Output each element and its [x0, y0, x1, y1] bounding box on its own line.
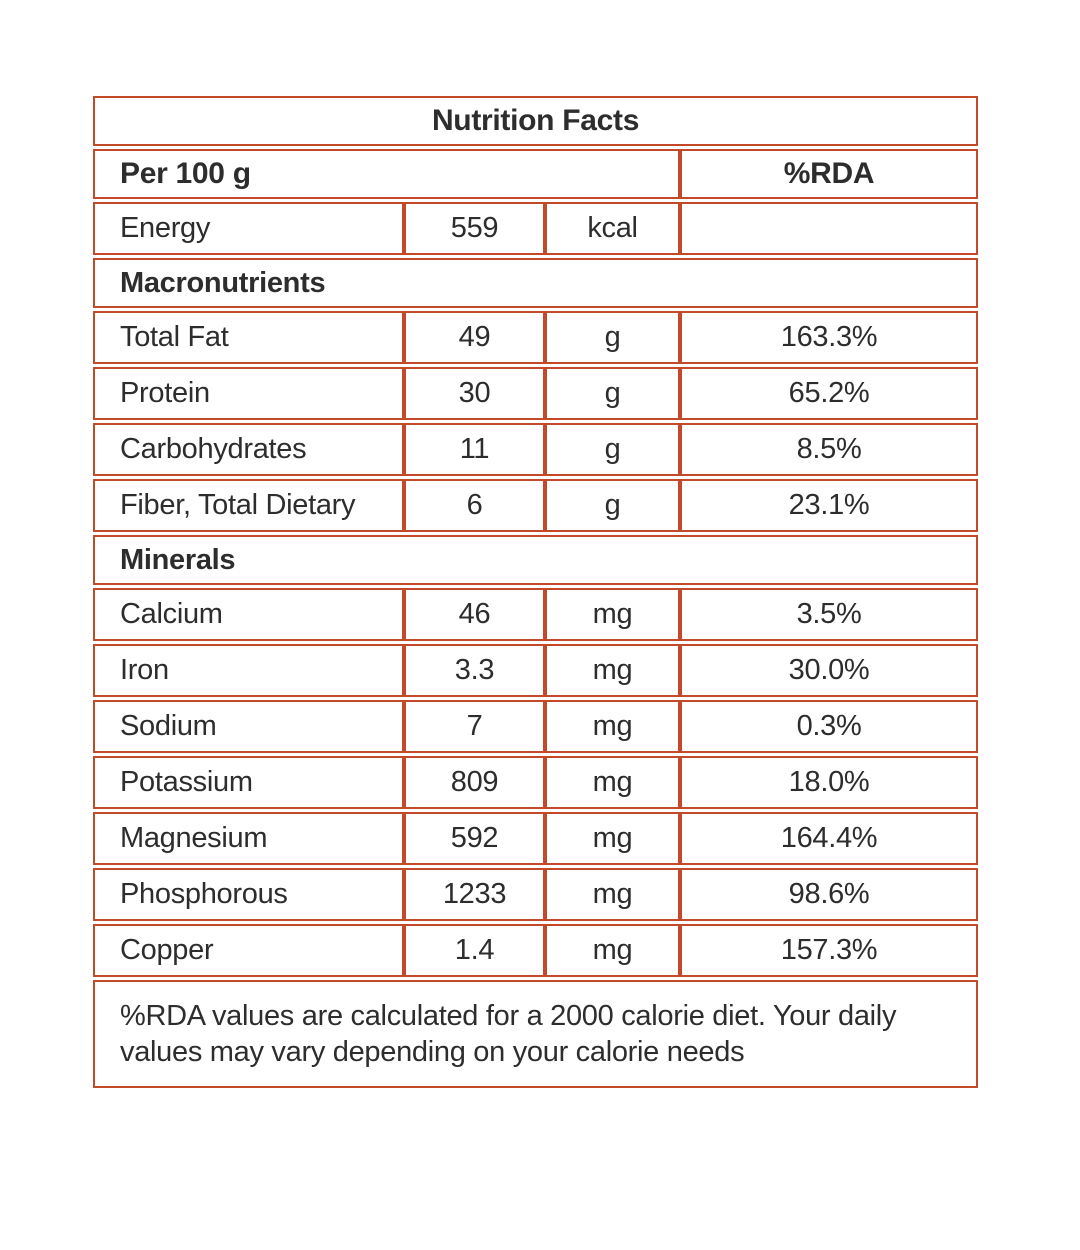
- nutrient-name: Energy: [93, 202, 404, 255]
- nutrient-name: Carbohydrates: [93, 423, 404, 476]
- nutrient-rda: 30.0%: [680, 644, 979, 697]
- nutrient-rda: [680, 202, 979, 255]
- footnote-row: %RDA values are calculated for a 2000 ca…: [93, 980, 979, 1088]
- nutrient-unit: mg: [545, 812, 680, 865]
- table-row-phosphorous: Phosphorous 1233 mg 98.6%: [93, 868, 979, 921]
- table-row-calcium: Calcium 46 mg 3.5%: [93, 588, 979, 641]
- table-row-copper: Copper 1.4 mg 157.3%: [93, 924, 979, 977]
- nutrient-value: 1233: [404, 868, 545, 921]
- nutrient-unit: g: [545, 311, 680, 364]
- nutrient-value: 30: [404, 367, 545, 420]
- table-row-potassium: Potassium 809 mg 18.0%: [93, 756, 979, 809]
- nutrient-name: Fiber, Total Dietary: [93, 479, 404, 532]
- nutrient-name: Potassium: [93, 756, 404, 809]
- nutrient-value: 6: [404, 479, 545, 532]
- table-row-carbohydrates: Carbohydrates 11 g 8.5%: [93, 423, 979, 476]
- nutrient-name: Phosphorous: [93, 868, 404, 921]
- nutrient-unit: mg: [545, 588, 680, 641]
- nutrient-unit: g: [545, 367, 680, 420]
- nutrient-unit: g: [545, 423, 680, 476]
- nutrient-unit: mg: [545, 756, 680, 809]
- nutrient-value: 809: [404, 756, 545, 809]
- nutrient-value: 3.3: [404, 644, 545, 697]
- nutrient-unit: mg: [545, 868, 680, 921]
- nutrient-name: Calcium: [93, 588, 404, 641]
- rda-column-header: %RDA: [680, 149, 979, 199]
- nutrient-unit: g: [545, 479, 680, 532]
- table-row-iron: Iron 3.3 mg 30.0%: [93, 644, 979, 697]
- table-title: Nutrition Facts: [93, 96, 979, 146]
- nutrient-name: Copper: [93, 924, 404, 977]
- nutrient-value: 592: [404, 812, 545, 865]
- rda-footnote: %RDA values are calculated for a 2000 ca…: [93, 980, 979, 1088]
- section-row-minerals: Minerals: [93, 535, 979, 585]
- header-row: Per 100 g %RDA: [93, 149, 979, 199]
- nutrient-name: Sodium: [93, 700, 404, 753]
- nutrient-unit: mg: [545, 700, 680, 753]
- section-header-minerals: Minerals: [93, 535, 979, 585]
- table-row-sodium: Sodium 7 mg 0.3%: [93, 700, 979, 753]
- nutrient-rda: 23.1%: [680, 479, 979, 532]
- section-header-macronutrients: Macronutrients: [93, 258, 979, 308]
- nutrient-unit: kcal: [545, 202, 680, 255]
- serving-size-header: Per 100 g: [93, 149, 680, 199]
- nutrient-name: Total Fat: [93, 311, 404, 364]
- nutrient-rda: 3.5%: [680, 588, 979, 641]
- nutrition-facts-table: Nutrition Facts Per 100 g %RDA Energy 55…: [93, 93, 979, 1091]
- nutrient-unit: mg: [545, 924, 680, 977]
- nutrient-name: Iron: [93, 644, 404, 697]
- table-row-protein: Protein 30 g 65.2%: [93, 367, 979, 420]
- table-row-energy: Energy 559 kcal: [93, 202, 979, 255]
- nutrient-value: 11: [404, 423, 545, 476]
- nutrient-value: 49: [404, 311, 545, 364]
- nutrient-name: Magnesium: [93, 812, 404, 865]
- section-row-macronutrients: Macronutrients: [93, 258, 979, 308]
- nutrient-unit: mg: [545, 644, 680, 697]
- nutrient-rda: 0.3%: [680, 700, 979, 753]
- nutrient-rda: 8.5%: [680, 423, 979, 476]
- nutrient-value: 7: [404, 700, 545, 753]
- title-row: Nutrition Facts: [93, 96, 979, 146]
- nutrient-rda: 18.0%: [680, 756, 979, 809]
- nutrient-value: 1.4: [404, 924, 545, 977]
- nutrient-name: Protein: [93, 367, 404, 420]
- nutrient-rda: 157.3%: [680, 924, 979, 977]
- nutrient-rda: 98.6%: [680, 868, 979, 921]
- nutrient-value: 559: [404, 202, 545, 255]
- table-row-magnesium: Magnesium 592 mg 164.4%: [93, 812, 979, 865]
- nutrient-rda: 65.2%: [680, 367, 979, 420]
- table-row-fiber: Fiber, Total Dietary 6 g 23.1%: [93, 479, 979, 532]
- table-row-total-fat: Total Fat 49 g 163.3%: [93, 311, 979, 364]
- nutrient-rda: 163.3%: [680, 311, 979, 364]
- nutrient-rda: 164.4%: [680, 812, 979, 865]
- nutrient-value: 46: [404, 588, 545, 641]
